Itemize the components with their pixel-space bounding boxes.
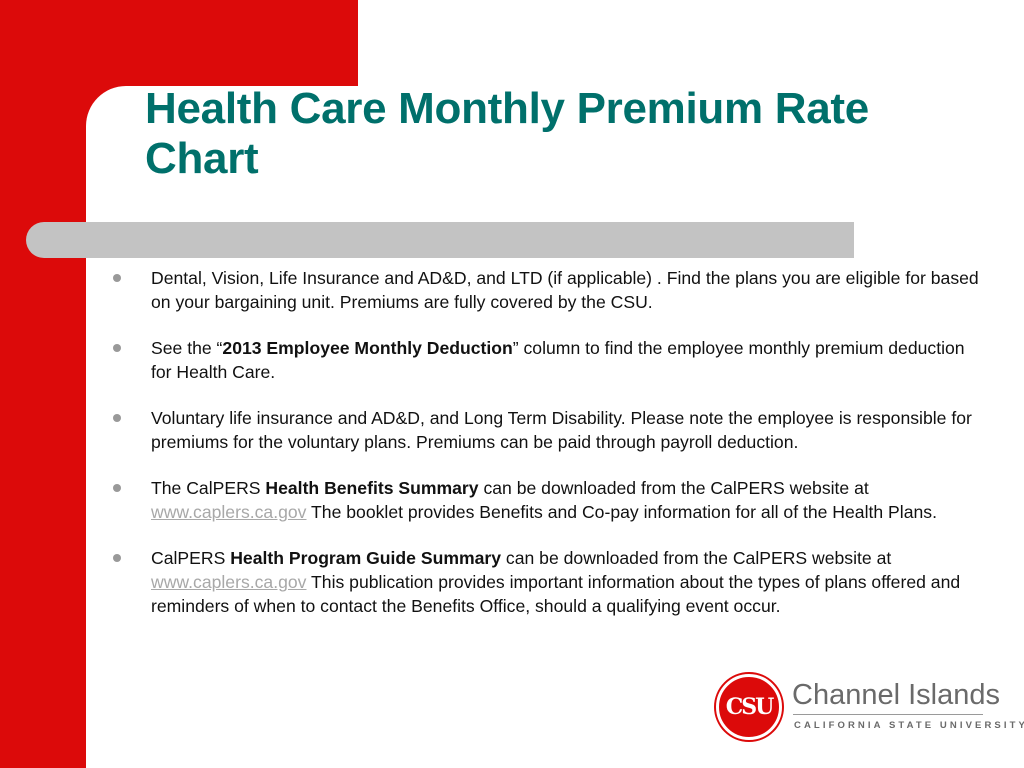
logo-subtitle: CALIFORNIA STATE UNIVERSITY	[794, 720, 1024, 731]
text-run: This publication provides important info…	[151, 572, 961, 616]
bullet-item: CalPERS Health Program Guide Summary can…	[110, 546, 980, 618]
text-run: ” column to find the employee monthly pr…	[151, 338, 965, 382]
bullet-text: Voluntary life insurance and AD&D, and L…	[151, 408, 972, 452]
bullet-dot-icon	[113, 484, 121, 492]
text-run: can be downloaded from the CalPERS websi…	[478, 478, 869, 498]
bullet-item: The CalPERS Health Benefits Summary can …	[110, 476, 980, 524]
title-divider-bar	[26, 222, 854, 258]
bold-phrase: Health Program Guide Summary	[230, 548, 502, 568]
text-run: The CalPERS	[151, 478, 266, 498]
logo-name: Channel Islands	[792, 679, 1000, 711]
calpers-website-link[interactable]: www.caplers.ca.gov	[151, 502, 307, 522]
bullet-text: See the “2013 Employee Monthly Deduction…	[151, 338, 965, 382]
bullet-dot-icon	[113, 414, 121, 422]
content-panel	[86, 86, 1024, 768]
bold-phrase: 2013 Employee Monthly Deduction	[222, 338, 513, 358]
bullet-item: Voluntary life insurance and AD&D, and L…	[110, 406, 980, 454]
text-run: Voluntary life insurance and AD&D, and L…	[151, 408, 972, 452]
text-run: See the “	[151, 338, 223, 358]
bullet-text: Dental, Vision, Life Insurance and AD&D,…	[151, 268, 979, 312]
bullet-text: The CalPERS Health Benefits Summary can …	[151, 478, 937, 522]
bullet-dot-icon	[113, 344, 121, 352]
text-run: CalPERS	[151, 548, 231, 568]
bullet-text: CalPERS Health Program Guide Summary can…	[151, 548, 960, 616]
logo-divider	[793, 714, 983, 715]
text-run: Dental, Vision, Life Insurance and AD&D,…	[151, 268, 979, 312]
bullet-dot-icon	[113, 274, 121, 282]
bold-phrase: Health Benefits Summary	[265, 478, 479, 498]
channel-islands-logo: CSU Channel Islands CALIFORNIA STATE UNI…	[716, 674, 1024, 740]
bullet-item: See the “2013 Employee Monthly Deduction…	[110, 336, 980, 384]
csu-seal-icon: CSU	[716, 674, 782, 740]
bullet-item: Dental, Vision, Life Insurance and AD&D,…	[110, 266, 980, 314]
slide-title: Health Care Monthly Premium Rate Chart	[145, 84, 869, 183]
calpers-website-link[interactable]: www.caplers.ca.gov	[151, 572, 307, 592]
bullet-dot-icon	[113, 554, 121, 562]
bullet-list: Dental, Vision, Life Insurance and AD&D,…	[110, 266, 980, 640]
text-run: The booklet provides Benefits and Co-pay…	[306, 502, 937, 522]
text-run: can be downloaded from the CalPERS websi…	[501, 548, 892, 568]
